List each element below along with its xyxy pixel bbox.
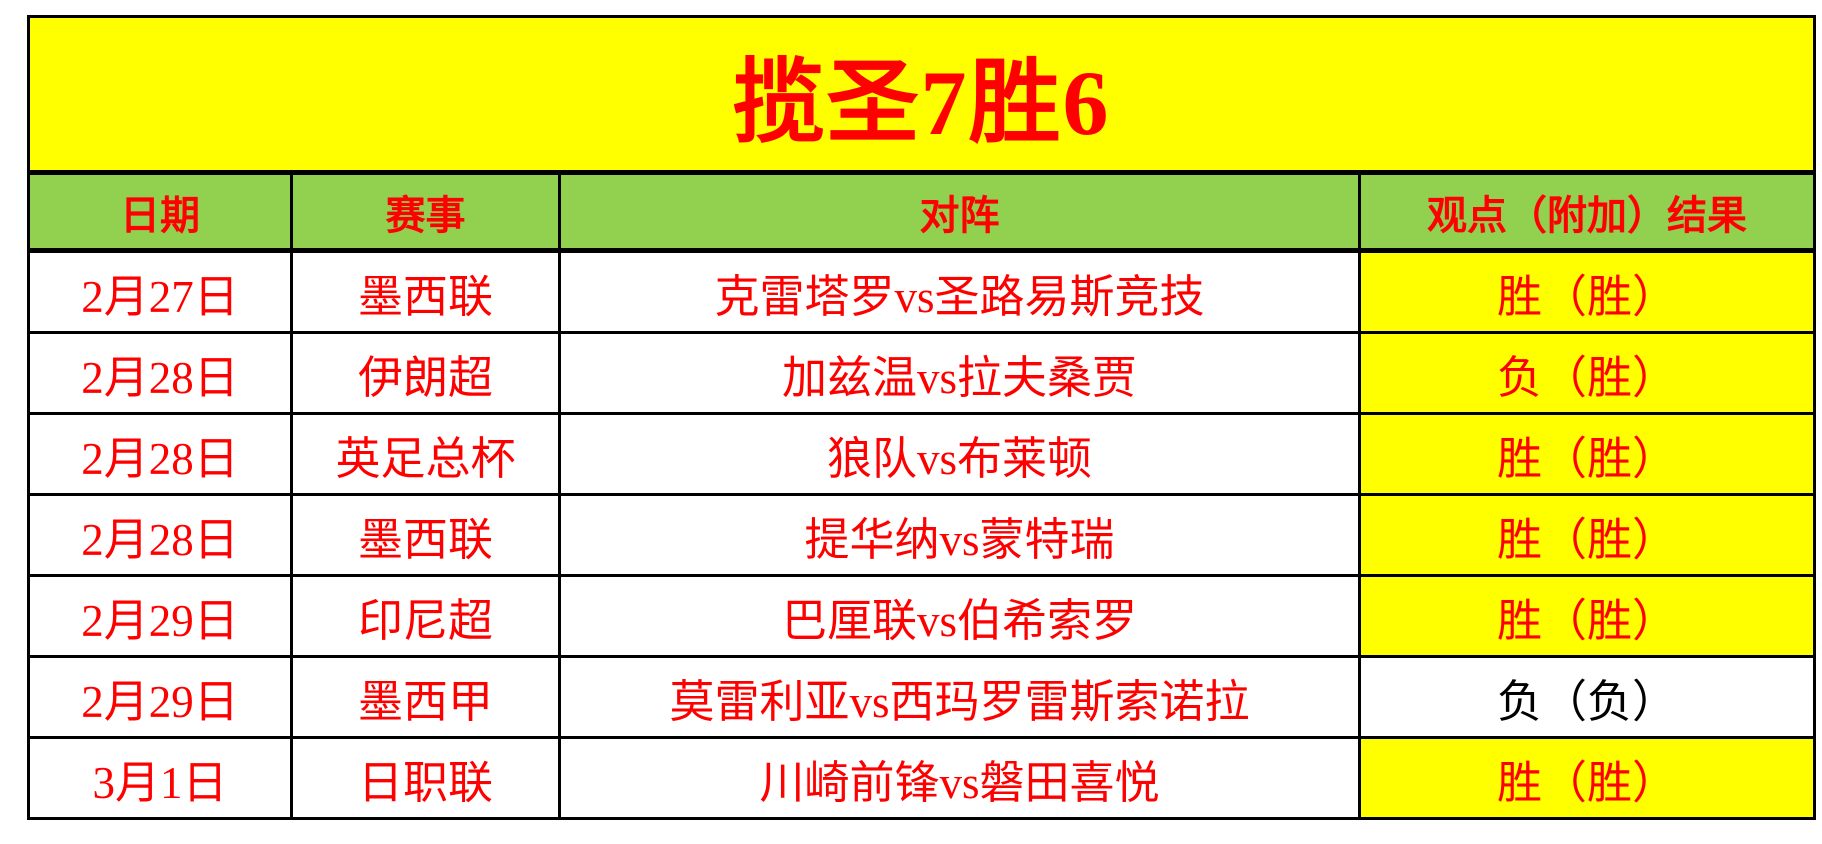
result-cell: 负（负） — [1357, 655, 1817, 739]
match-cell: 狼队vs布莱顿 — [558, 412, 1361, 496]
league-cell: 墨西联 — [290, 493, 561, 577]
match-cell: 巴厘联vs伯希索罗 — [558, 574, 1361, 658]
match-cell: 莫雷利亚vs西玛罗雷斯索诺拉 — [558, 655, 1361, 739]
result-cell: 胜（胜） — [1357, 249, 1817, 334]
column-header-match: 对阵 — [558, 171, 1361, 253]
match-cell: 提华纳vs蒙特瑞 — [558, 493, 1361, 577]
date-cell: 2月28日 — [27, 493, 293, 577]
result-cell: 胜（胜） — [1357, 493, 1817, 577]
date-cell: 2月28日 — [27, 412, 293, 496]
result-cell: 胜（胜） — [1357, 574, 1817, 658]
results-table: 揽圣7胜6 日期 赛事 对阵 观点（附加）结果 2月27日 墨西联 克雷塔罗vs圣路… — [26, 15, 1817, 820]
league-cell: 墨西联 — [290, 249, 561, 334]
table-row: 3月1日 日职联 川崎前锋vs磐田喜悦 胜（胜） — [27, 736, 1817, 820]
table-row: 2月27日 墨西联 克雷塔罗vs圣路易斯竞技 胜（胜） — [27, 249, 1817, 334]
table-row: 2月29日 印尼超 巴厘联vs伯希索罗 胜（胜） — [27, 574, 1817, 658]
title-row: 揽圣7胜6 — [26, 15, 1817, 175]
table-row: 2月29日 墨西甲 莫雷利亚vs西玛罗雷斯索诺拉 负（负） — [27, 655, 1817, 739]
date-cell: 3月1日 — [27, 736, 293, 820]
league-cell: 英足总杯 — [290, 412, 561, 496]
table-row: 2月28日 伊朗超 加兹温vs拉夫桑贾 负（胜） — [27, 331, 1817, 415]
date-cell: 2月29日 — [27, 655, 293, 739]
result-cell: 负（胜） — [1357, 331, 1817, 415]
league-cell: 日职联 — [290, 736, 561, 820]
column-header-result: 观点（附加）结果 — [1357, 171, 1817, 253]
column-header-date: 日期 — [27, 171, 293, 253]
league-cell: 伊朗超 — [290, 331, 561, 415]
match-cell: 克雷塔罗vs圣路易斯竞技 — [558, 249, 1361, 334]
column-header-league: 赛事 — [290, 171, 561, 253]
result-cell: 胜（胜） — [1357, 412, 1817, 496]
result-cell: 胜（胜） — [1357, 736, 1817, 820]
page-title: 揽圣7胜6 — [26, 15, 1817, 175]
league-cell: 印尼超 — [290, 574, 561, 658]
table-row: 2月28日 英足总杯 狼队vs布莱顿 胜（胜） — [27, 412, 1817, 496]
table-header-row: 日期 赛事 对阵 观点（附加）结果 — [27, 171, 1817, 253]
date-cell: 2月27日 — [27, 249, 293, 334]
match-cell: 加兹温vs拉夫桑贾 — [558, 331, 1361, 415]
date-cell: 2月28日 — [27, 331, 293, 415]
league-cell: 墨西甲 — [290, 655, 561, 739]
match-cell: 川崎前锋vs磐田喜悦 — [558, 736, 1361, 820]
date-cell: 2月29日 — [27, 574, 293, 658]
table-row: 2月28日 墨西联 提华纳vs蒙特瑞 胜（胜） — [27, 493, 1817, 577]
